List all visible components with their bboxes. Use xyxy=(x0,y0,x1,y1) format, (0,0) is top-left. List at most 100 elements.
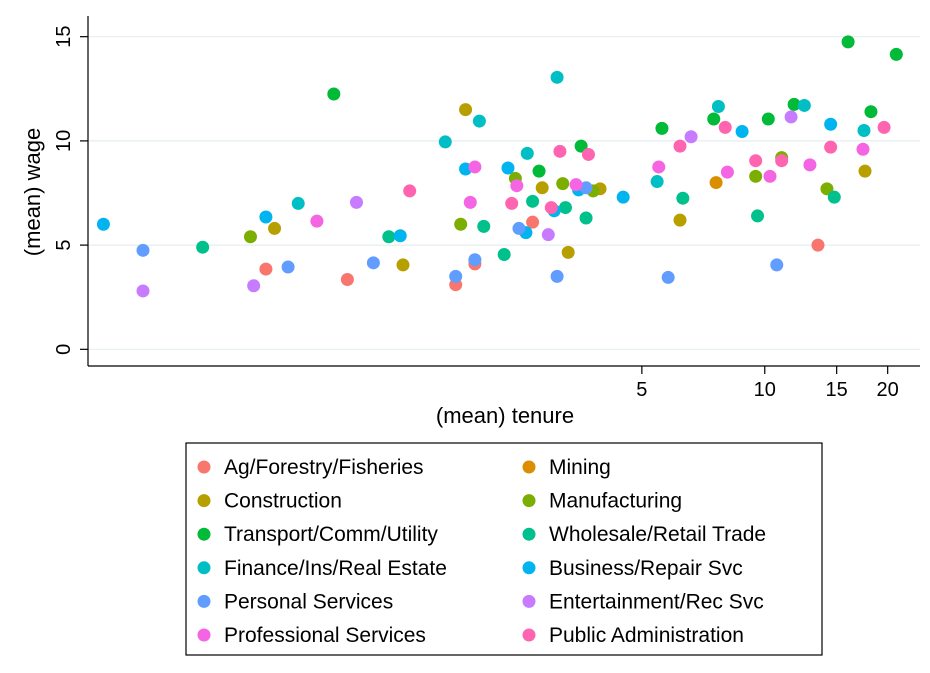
data-point xyxy=(281,260,295,274)
legend-marker xyxy=(197,460,211,474)
data-point xyxy=(857,123,871,137)
legend-label: Public Administration xyxy=(549,624,744,647)
data-point xyxy=(510,179,524,193)
data-point xyxy=(550,269,564,283)
legend-label: Mining xyxy=(549,456,611,479)
legend-label: Wholesale/Retail Trade xyxy=(549,523,766,546)
data-points xyxy=(96,35,903,298)
y-tick-label: 15 xyxy=(53,26,75,48)
data-point xyxy=(541,228,555,242)
data-point xyxy=(196,240,210,254)
data-point xyxy=(497,247,511,261)
data-point xyxy=(291,196,305,210)
data-point xyxy=(505,196,519,210)
legend-label: Business/Repair Svc xyxy=(549,557,743,580)
x-tick-label: 10 xyxy=(754,379,776,401)
data-point xyxy=(569,178,583,192)
legend-label: Transport/Comm/Utility xyxy=(224,523,438,546)
data-point xyxy=(268,221,282,235)
data-point xyxy=(558,201,572,215)
data-point xyxy=(243,230,257,244)
legend-label: Ag/Forestry/Fisheries xyxy=(224,456,424,479)
data-point xyxy=(751,209,765,223)
data-point xyxy=(247,279,261,293)
legend-label: Professional Services xyxy=(224,624,426,647)
data-point xyxy=(396,258,410,272)
data-point xyxy=(327,87,341,101)
data-point xyxy=(827,190,841,204)
data-point xyxy=(259,262,273,276)
data-point xyxy=(561,245,575,259)
data-point xyxy=(581,147,595,161)
grid-lines xyxy=(88,36,920,350)
data-point xyxy=(841,35,855,49)
data-point xyxy=(382,230,396,244)
data-point xyxy=(574,139,588,153)
data-point xyxy=(720,165,734,179)
data-point xyxy=(463,195,477,209)
data-point xyxy=(535,181,549,195)
legend-marker xyxy=(522,494,536,508)
axes: 0 5 10 15 5 10 15 20 xyxy=(53,16,920,401)
legend-box xyxy=(185,442,823,656)
data-point xyxy=(889,47,903,61)
data-point xyxy=(655,121,669,135)
x-tick-label: 5 xyxy=(636,379,647,401)
legend-marker xyxy=(197,628,211,642)
legend-label: Manufacturing xyxy=(549,490,682,513)
data-point xyxy=(784,110,798,124)
data-point xyxy=(820,182,834,196)
data-point xyxy=(718,120,732,134)
legend-label: Entertainment/Rec Svc xyxy=(549,590,764,613)
data-point xyxy=(684,130,698,144)
data-point xyxy=(858,164,872,178)
data-point xyxy=(532,164,546,178)
y-tick-label: 10 xyxy=(53,130,75,152)
data-point xyxy=(468,160,482,174)
data-point xyxy=(864,105,878,119)
data-point xyxy=(340,273,354,286)
data-point xyxy=(749,169,763,183)
legend-label: Personal Services xyxy=(224,590,393,613)
legend-marker xyxy=(522,594,536,608)
data-point xyxy=(650,175,664,189)
data-point xyxy=(520,146,534,160)
data-point xyxy=(775,154,789,168)
x-tick-label: 15 xyxy=(826,379,848,401)
legend-marker xyxy=(197,594,211,608)
data-point xyxy=(512,221,526,235)
y-tick-label: 5 xyxy=(53,240,75,251)
data-point xyxy=(803,158,817,172)
x-tick-label: 20 xyxy=(877,379,899,401)
data-point xyxy=(707,112,721,126)
data-point xyxy=(877,120,891,134)
data-point xyxy=(459,103,473,117)
data-point xyxy=(468,253,482,267)
data-point xyxy=(711,100,725,113)
data-point xyxy=(136,284,150,298)
legend-marker xyxy=(197,527,211,541)
data-point xyxy=(349,195,363,209)
data-point xyxy=(787,97,801,111)
data-point xyxy=(403,184,417,198)
data-point xyxy=(526,215,540,229)
legend-marker xyxy=(522,561,536,575)
data-point xyxy=(477,219,491,233)
data-point xyxy=(544,201,558,215)
data-point xyxy=(579,181,593,195)
data-point xyxy=(856,142,870,156)
legend-marker xyxy=(197,561,211,575)
legend-marker xyxy=(197,494,211,508)
legend-marker xyxy=(522,527,536,541)
data-point xyxy=(709,176,723,190)
data-point xyxy=(735,125,749,139)
y-tick-label: 0 xyxy=(53,344,75,355)
data-point xyxy=(616,190,630,204)
data-point xyxy=(454,217,468,231)
data-point xyxy=(393,229,407,243)
data-point xyxy=(579,211,593,225)
legend-label: Construction xyxy=(224,490,342,513)
data-point xyxy=(824,117,838,131)
data-point xyxy=(438,135,452,149)
